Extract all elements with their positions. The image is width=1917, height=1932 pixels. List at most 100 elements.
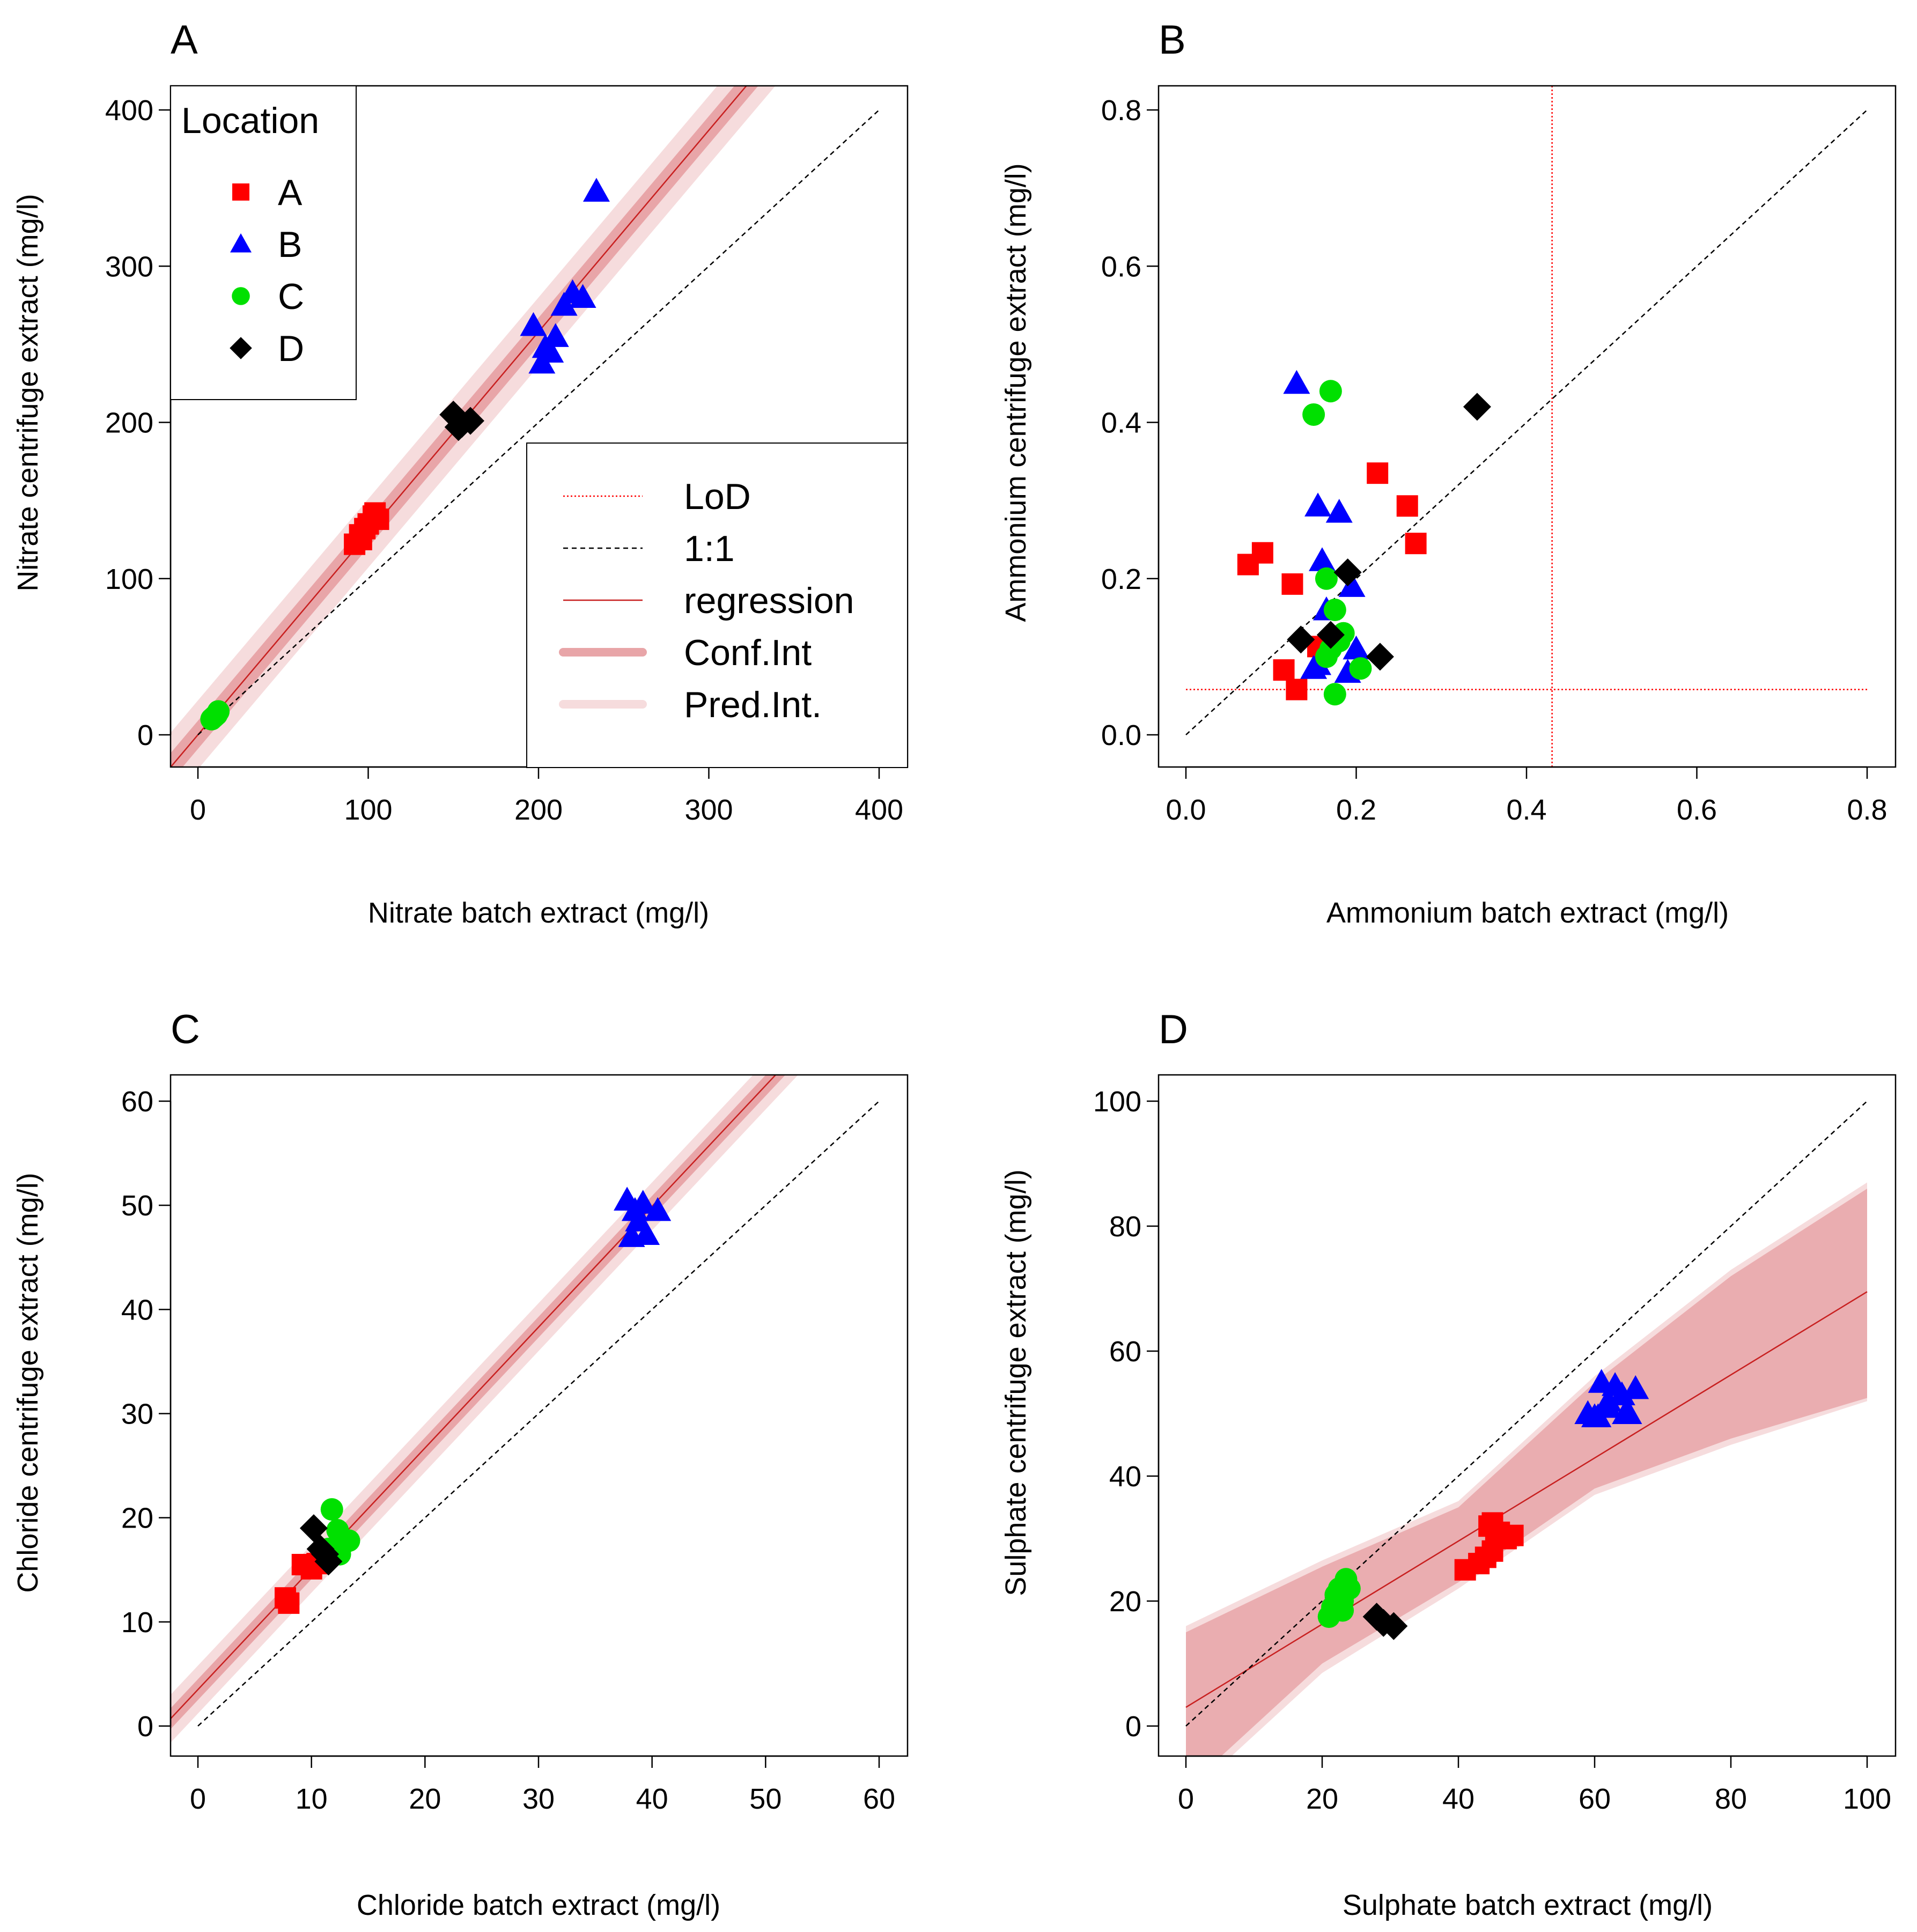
plot-area: 0 10 20 30 40 50 60 0 10 20 30 40 50 60 [121, 1074, 909, 1815]
series-D [439, 400, 484, 441]
y-axis-label: Nitrate centrifuge extract (mg/l) [12, 194, 44, 591]
legend-frame [170, 85, 357, 400]
x-tick-label: 60 [863, 1783, 895, 1815]
legend-entry-B: B [230, 224, 302, 265]
x-tick-label: 50 [749, 1783, 781, 1815]
series-D [299, 1514, 343, 1576]
series-B [1574, 1369, 1649, 1427]
y-tick-label: 0 [137, 719, 153, 751]
x-tick-label: 0.6 [1677, 794, 1717, 826]
x-tick-label: 400 [855, 794, 903, 826]
legend-entry-C: C [232, 276, 304, 317]
x-tick-label: 20 [409, 1783, 441, 1815]
legend-label: B [278, 224, 302, 265]
x-tick-label: 80 [1715, 1783, 1747, 1815]
x-tick-label: 0.0 [1166, 794, 1206, 826]
x-tick-label: 100 [1843, 1783, 1891, 1815]
y-tick-label: 10 [121, 1606, 153, 1639]
confidence-interval-band [1186, 1189, 1867, 1756]
data-point [1286, 679, 1308, 700]
y-tick-label: 60 [1109, 1336, 1141, 1368]
x-tick-label: 10 [296, 1783, 328, 1815]
x-tick-label: 0.4 [1506, 794, 1546, 826]
panel-letter: C [171, 1007, 200, 1052]
y-tick-label: 60 [121, 1086, 153, 1118]
legend-entry-conf: Conf.Int [559, 632, 812, 673]
data-point [1343, 635, 1370, 660]
data-point [1622, 1375, 1649, 1399]
series-B [614, 1186, 672, 1247]
legend-label: A [278, 172, 303, 213]
data-point [1315, 567, 1338, 590]
data-point [1338, 1577, 1361, 1600]
legend-entry-pred: Pred.Int. [559, 684, 822, 725]
data-point [629, 1190, 657, 1214]
x-tick-label: 0 [190, 1783, 206, 1815]
y-tick-label: 300 [105, 250, 153, 283]
plot-area: 0 20 40 60 80 100 0 20 40 60 80 100 [1093, 1074, 1897, 1815]
data-point [1302, 403, 1325, 426]
data-point [1463, 393, 1491, 421]
legend-marker [232, 183, 249, 201]
y-axis-label: Sulphate centrifuge extract (mg/l) [1000, 1169, 1032, 1596]
series-C [200, 700, 230, 731]
data-point [350, 528, 372, 550]
data-point [299, 1514, 328, 1543]
y-tick-label: 0 [137, 1710, 153, 1743]
legend-entry-A: A [232, 172, 303, 213]
data-point [1396, 495, 1418, 517]
series-C [1317, 1568, 1361, 1628]
x-tick-label: 40 [636, 1783, 668, 1815]
data-point [1333, 558, 1362, 587]
legend-lines: LoD 1:1 regression Conf.Int Pred.Int. [526, 443, 908, 768]
plot-clip-group [171, 1075, 880, 1743]
series-C [1302, 380, 1372, 706]
data-point [1323, 683, 1346, 706]
legend-frame [526, 443, 908, 768]
y-tick-label: 30 [121, 1398, 153, 1430]
data-point [1316, 621, 1345, 649]
data-point [1366, 643, 1394, 671]
data-point [320, 1498, 343, 1521]
data-point [625, 1207, 652, 1232]
data-point [1608, 1381, 1635, 1406]
panel-letter: B [1159, 17, 1186, 63]
data-point [278, 1592, 300, 1614]
series-D [1362, 1603, 1408, 1640]
data-point [528, 349, 556, 374]
legend-entry-one_to_one: 1:1 [563, 528, 735, 569]
data-point [1319, 380, 1342, 403]
legend-entry-regression: regression [563, 580, 854, 621]
data-point [1349, 657, 1372, 680]
plot-area: 0 100 200 300 400 0 100 200 300 400 [105, 85, 909, 826]
x-tick-label: 60 [1579, 1783, 1611, 1815]
data-point [1380, 1612, 1408, 1640]
y-tick-label: 0.4 [1101, 407, 1141, 439]
panel-letter: D [1159, 1007, 1188, 1052]
x-axis-label: Nitrate batch extract (mg/l) [368, 897, 709, 929]
series-A [1454, 1512, 1524, 1581]
y-axis-label: Chloride centrifuge extract (mg/l) [12, 1173, 44, 1592]
legend-entry-lod: LoD [563, 476, 751, 517]
plot-clip-group [171, 86, 880, 767]
data-point [1315, 645, 1338, 668]
x-tick-label: 200 [514, 794, 563, 826]
plot-area: 0.0 0.2 0.4 0.6 0.8 0.0 0.2 0.4 0.6 0.8 [1101, 85, 1897, 826]
y-tick-label: 20 [1109, 1586, 1141, 1618]
series-A [1237, 462, 1427, 700]
data-point [1612, 1400, 1639, 1424]
data-point [542, 323, 569, 347]
data-point [644, 1197, 672, 1221]
legend-label: regression [684, 580, 854, 621]
data-point [1304, 492, 1332, 517]
legend-entries: LoD 1:1 regression Conf.Int Pred.Int. [559, 476, 854, 725]
data-point [1309, 547, 1336, 571]
panel-letter: A [171, 17, 198, 63]
y-tick-label: 400 [105, 94, 153, 127]
data-point [364, 502, 386, 524]
y-tick-label: 100 [1093, 1086, 1141, 1118]
series-D [1287, 393, 1491, 671]
legend-label: LoD [684, 476, 751, 517]
data-point [569, 284, 596, 308]
